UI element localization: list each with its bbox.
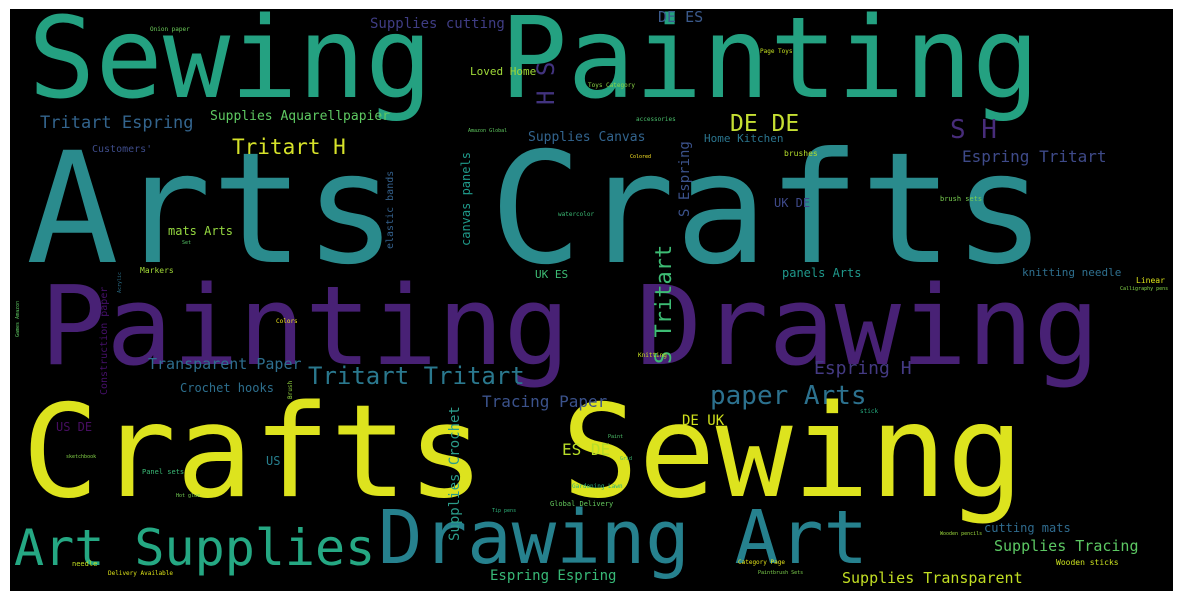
word-de-uk: DE UK [682,413,725,429]
word-crafts-sewing: Crafts Sewing [22,378,1024,527]
word-panel-sets: Panel sets [142,468,185,476]
word-drawing-art: Drawing Art [378,495,869,581]
word-hot-glue: Hot glue [176,493,201,499]
word-uk-es: UK ES [535,268,569,281]
word-brush-sets: brush sets [940,195,983,203]
word-us: US [266,454,281,468]
word-us-de: US DE [56,420,93,434]
word-tritart-espring: Tritart Espring [40,113,194,133]
word-transparent-paper: Transparent Paper [148,355,302,373]
word-tracing-paper: Tracing Paper [482,392,608,411]
word-supplies-tracing: Supplies Tracing [994,537,1139,555]
word-canvas-panels: canvas panels [459,152,473,246]
word-global-delivery: Global Delivery [550,500,614,508]
word-watercolor: watercolor [558,211,595,218]
word-colored: Colored [630,154,652,160]
word-supplies-crochet: Supplies Crochet [447,406,463,541]
word-de-es: DE ES [658,9,704,26]
word-page-toys: Page Toys [760,48,793,55]
word-loved-home: Loved Home [470,65,537,78]
word-arts-crafts: Arts Crafts [26,120,1046,299]
word-s-h: S H [950,115,997,145]
word-s-tritart: S Tritart [652,244,677,364]
word-supplies-canvas: Supplies Canvas [528,130,646,145]
word-supplies-transparent: Supplies Transparent [842,569,1023,587]
word-espring-h: Espring H [814,358,912,379]
word-tritart-tritart: Tritart Tritart [308,362,525,390]
word-amazon-global: Amazon Global [468,128,508,134]
word-construction-paper: Construction paper [99,286,110,395]
word-toys-category: Toys Category [588,82,635,89]
word-linear: Linear [1136,276,1165,285]
word-supplies-cutting: Supplies cutting [370,16,505,32]
word-acrylic: Acrylic [117,271,123,293]
word-set: Set [182,240,192,246]
word-wooden-sticks: Wooden sticks [1056,558,1119,567]
word-supplies-aquarellpapier: Supplies Aquarellpapier [210,109,391,124]
word-es-de: ES DE [562,440,611,459]
word-wooden-pencils: Wooden pencils [940,531,983,537]
word-paint: Paint [608,434,624,440]
word-art-supplies: Art Supplies [14,519,376,577]
word-gardening-lawn: Gardening Lawn [572,483,623,490]
word-uk-de: UK DE [774,196,811,210]
word-category-page: Category Page [738,559,785,566]
word-customers: Customers' [92,144,153,155]
word-espring-espring: Espring Espring [490,568,617,584]
word-paintbrush-sets: Paintbrush Sets [758,570,804,576]
word-accessories: accessories [636,116,676,123]
word-cloud: Sewing Painting Arts Crafts Painting Dra… [10,9,1173,591]
word-tip-pens: Tip pens [492,508,517,514]
word-onion-paper: Onion paper [150,26,190,33]
word-mats-arts: mats Arts [168,224,234,238]
word-games-amazon: Games Amazon [15,300,21,337]
word-home-kitchen: Home Kitchen [704,132,784,145]
word-brushes: brushes [784,149,818,158]
word-crochet-hooks: Crochet hooks [180,381,274,395]
word-espring-tritart: Espring Tritart [962,147,1107,166]
word-s-espring: S Espring [677,141,693,217]
word-knitting-needle: knitting needle [1022,266,1122,279]
word-tritart-h: Tritart H [232,135,346,159]
word-cutting-mats: cutting mats [984,521,1071,535]
word-paper-arts: paper Arts [710,381,867,411]
word-calligraphy-pens: Calligraphy pens [1120,286,1169,292]
word-sewing-painting: Sewing Painting [28,9,1040,124]
word-de-de: DE DE [730,111,800,137]
word-brush: Brush [287,380,294,399]
word-colors: Colors [276,318,298,325]
word-needle: needle [72,560,98,568]
word-knitting: Knitting [638,352,667,359]
word-stick: stick [860,408,879,415]
word-elastic-bands: elastic bands [385,170,396,249]
word-delivery-available: Delivery Available [108,570,174,577]
word-h-s: H S [532,61,560,105]
word-panels-arts: panels Arts [782,266,862,280]
word-markers: Markers [140,266,174,275]
word-sketchbook: sketchbook [66,454,97,460]
word-painting-drawing: Painting Drawing [40,262,1100,390]
word-grid: Grid [620,456,633,462]
